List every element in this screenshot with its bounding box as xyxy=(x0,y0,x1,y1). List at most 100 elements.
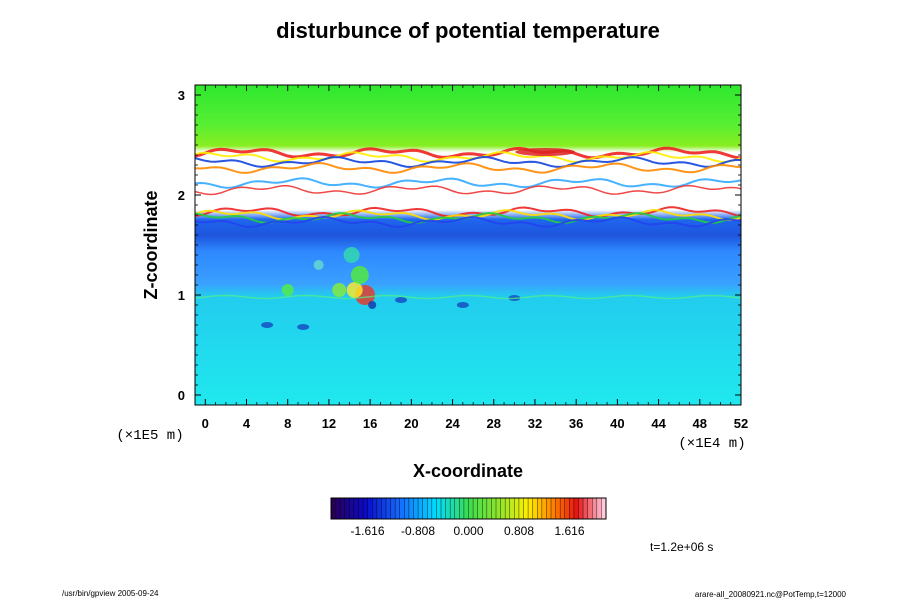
plot-area xyxy=(195,85,741,405)
colorbar-cell xyxy=(500,498,506,519)
plume-blob xyxy=(350,266,369,284)
x-tick-label: 0 xyxy=(202,416,209,431)
colorbar-cell xyxy=(473,498,478,519)
colorbar-cell xyxy=(454,498,460,519)
y-tick-label: 0 xyxy=(178,388,185,403)
band-stripe xyxy=(195,184,741,196)
colorbar-tick-label: 1.616 xyxy=(554,524,584,538)
x-tick-label: 48 xyxy=(693,416,707,431)
colorbar-cell xyxy=(376,498,382,519)
x-tick-label: 32 xyxy=(528,416,542,431)
y-axis-label: Z-coordinate xyxy=(141,190,161,299)
colorbar-cell xyxy=(587,498,593,519)
colorbar-cell xyxy=(441,498,446,519)
colorbar-cell xyxy=(523,498,529,519)
colorbar-cell xyxy=(573,498,579,519)
colorbar-cell xyxy=(353,498,359,519)
colorbar-cell xyxy=(551,498,556,519)
x-tick-label: 16 xyxy=(363,416,377,431)
colorbar-cell xyxy=(541,498,547,519)
colorbar-cell xyxy=(537,498,543,519)
footer-right: arare-all_20080921.nc@PotTemp,t=12000 xyxy=(695,590,847,599)
colorbar-cell xyxy=(344,498,350,519)
band-stripe xyxy=(195,151,741,164)
colorbar-cell xyxy=(514,498,520,519)
y-tick-label: 2 xyxy=(178,188,185,203)
colorbar-cell xyxy=(518,498,524,519)
x-tick-label: 40 xyxy=(610,416,624,431)
colorbar-cell xyxy=(555,498,561,519)
colorbar-cell xyxy=(583,498,588,519)
x-tick-label: 44 xyxy=(651,416,666,431)
colorbar-cell xyxy=(496,498,501,519)
band-stripe xyxy=(195,177,741,189)
colorbar-cell xyxy=(404,498,410,519)
x-tick-label: 36 xyxy=(569,416,583,431)
colorbar-cell xyxy=(399,498,405,519)
x-tick-label: 12 xyxy=(322,416,336,431)
lower-interface xyxy=(195,294,741,300)
colorbar-cell xyxy=(546,498,552,519)
colorbar-cell xyxy=(363,498,368,519)
field-background xyxy=(195,85,741,405)
x-tick-label: 20 xyxy=(404,416,418,431)
x-tick-label: 24 xyxy=(445,416,460,431)
band-stripe xyxy=(195,161,741,174)
colorbar-cell xyxy=(509,498,515,519)
colorbar-frame xyxy=(330,497,607,520)
colorbar-cell xyxy=(436,498,442,519)
y-axis-unit: (×1E5 m) xyxy=(116,428,183,444)
y-tick-label: 3 xyxy=(178,88,185,103)
colorbar-cell xyxy=(505,498,511,519)
colorbar-cell xyxy=(491,498,497,519)
x-tick-label: 4 xyxy=(243,416,251,431)
band-stripe xyxy=(195,215,741,228)
x-axis-unit: (×1E4 m) xyxy=(678,436,745,452)
cold-speck xyxy=(261,322,274,328)
colorbar-cell xyxy=(477,498,483,519)
colorbar-cell xyxy=(450,498,456,519)
colorbar-cell xyxy=(431,498,437,519)
colorbar-cell xyxy=(422,498,428,519)
colorbar-cell xyxy=(486,498,492,519)
chart-title: disturbunce of potential temperature xyxy=(276,18,660,43)
colorbar-cell xyxy=(418,498,423,519)
time-label: t=1.2e+06 s xyxy=(650,540,713,554)
colorbar-cell xyxy=(390,498,396,519)
colorbar-cell xyxy=(459,498,465,519)
plume-blob xyxy=(343,247,360,263)
colorbar-cell xyxy=(468,498,474,519)
colorbar-cell xyxy=(569,498,575,519)
colorbar-cell xyxy=(560,498,566,519)
x-axis: 0 4 8 12 16 20 24 28 32 36 40 44 48 52 xyxy=(202,85,748,431)
colorbar-cell xyxy=(340,498,346,519)
colorbar-cell xyxy=(408,498,414,519)
x-axis-label: X-coordinate xyxy=(413,461,523,481)
colorbar-tick-label: 0.000 xyxy=(453,524,483,538)
colorbar-cell xyxy=(331,498,336,519)
cold-speck xyxy=(456,302,469,308)
band-stripe xyxy=(195,155,741,169)
footer-left: /usr/bin/gpview 2005-09-24 xyxy=(62,589,159,598)
colorbar-cell xyxy=(372,498,378,519)
colorbar xyxy=(330,498,607,519)
plume-blob xyxy=(368,301,377,309)
colorbar-cell xyxy=(578,498,584,519)
cold-speck xyxy=(395,297,408,303)
colorbar-cell xyxy=(395,498,401,519)
colorbar-cell xyxy=(528,498,533,519)
colorbar-tick-label: -0.808 xyxy=(401,524,435,538)
colorbar-cell xyxy=(367,498,373,519)
colorbar-cell xyxy=(564,498,570,519)
colorbar-cell xyxy=(381,498,387,519)
colorbar-cell xyxy=(601,498,607,519)
upper-warm-patch xyxy=(515,148,576,156)
band-stripe xyxy=(195,206,741,218)
plume-blob xyxy=(313,260,324,270)
colorbar-cell xyxy=(386,498,391,519)
colorbar-ticks: -1.616 -0.808 0.000 0.808 1.616 xyxy=(350,524,584,538)
x-tick-label: 52 xyxy=(734,416,748,431)
colorbar-cell xyxy=(482,498,488,519)
field-features xyxy=(195,146,741,330)
